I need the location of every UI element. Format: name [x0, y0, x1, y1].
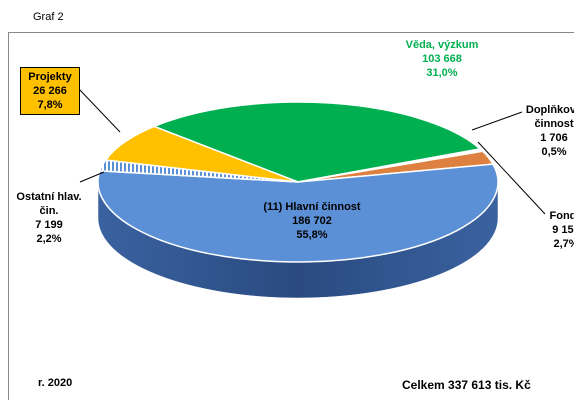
category-name: Ostatní hlav. čin.: [16, 191, 82, 217]
slice-label: Doplňková činnost 1 706 0,5%: [514, 103, 574, 159]
value-label: 103 668: [422, 53, 462, 65]
value-label: 7 199: [35, 219, 63, 231]
caption: Graf 2: [33, 11, 64, 23]
value-label: 1 706: [540, 132, 568, 144]
category-name: Doplňková činnost: [525, 104, 574, 130]
percent-label: 2,7%: [553, 238, 574, 250]
slice-label: (11) Hlavní činnost 186 702 55,8%: [262, 200, 362, 242]
slice: [104, 125, 299, 183]
slice: [152, 101, 482, 183]
category-name: (11) Hlavní činnost: [263, 201, 361, 213]
chart-frame: [8, 32, 574, 400]
value-label: 9 150: [552, 224, 574, 236]
slice: [97, 163, 499, 263]
percent-label: 2,2%: [36, 233, 62, 245]
percent-label: 0,5%: [541, 146, 567, 158]
category-name: Věda, výzkum: [405, 39, 479, 51]
category-name: Fondy: [549, 210, 574, 222]
leader-line: [471, 111, 523, 131]
value-label: 186 702: [292, 215, 332, 227]
percent-label: 55,8%: [296, 229, 328, 241]
slice-label: Ostatní hlav. čin. 7 199 2,2%: [16, 190, 82, 246]
category-name: Projekty: [28, 71, 72, 83]
year-label: r. 2020: [38, 377, 73, 389]
leader-line: [79, 171, 105, 183]
slice-label: Projekty 26 266 7,8%: [20, 67, 80, 115]
value-label: 26 266: [33, 85, 67, 97]
slice-label: Věda, výzkum 103 668 31,0%: [392, 38, 492, 80]
total-label: Celkem 337 613 tis. Kč: [402, 378, 531, 392]
percent-label: 7,8%: [37, 99, 63, 111]
slice-label: Fondy 9 150 2,7%: [536, 209, 574, 251]
leader-line: [477, 141, 546, 215]
leader-line: [77, 87, 121, 133]
percent-label: 31,0%: [426, 67, 458, 79]
